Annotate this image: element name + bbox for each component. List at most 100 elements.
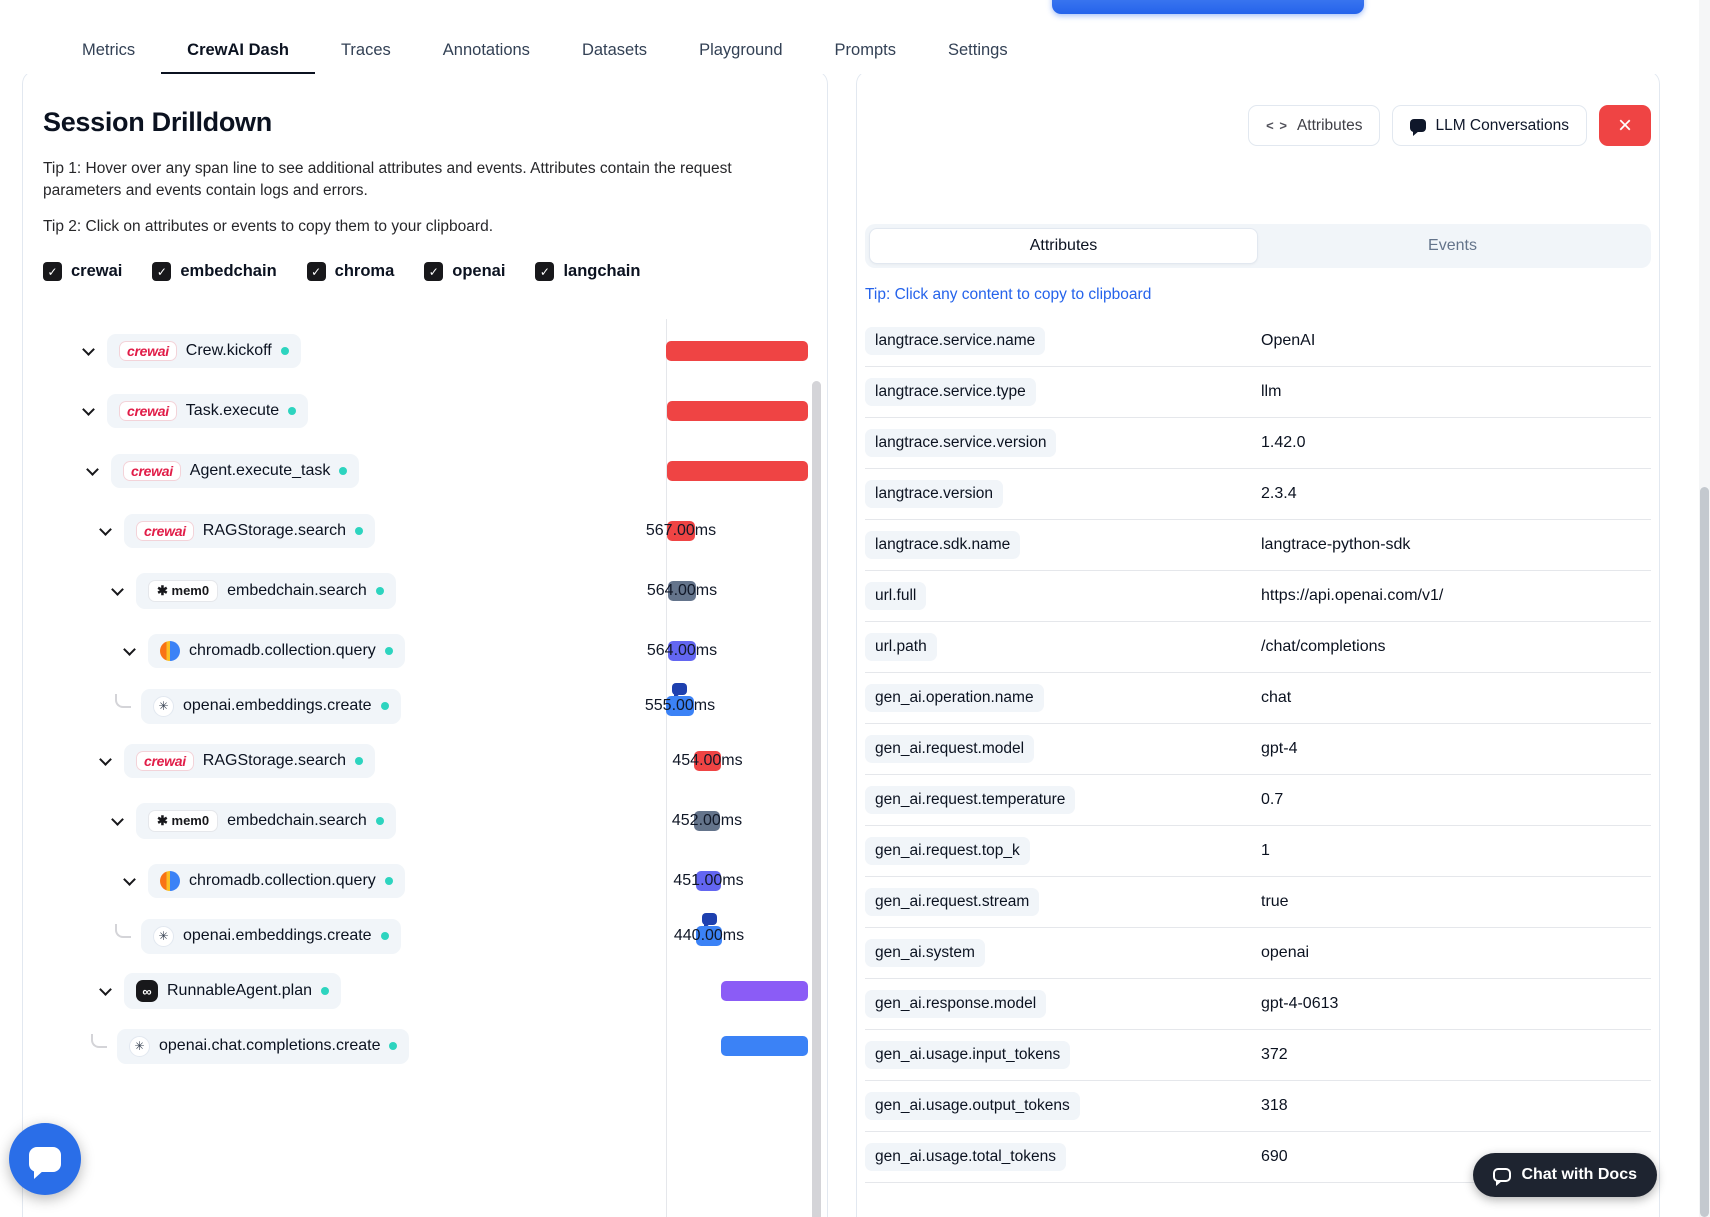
span-row[interactable]: ✳ openai.chat.completions.create bbox=[23, 1021, 827, 1071]
page-scrollbar-thumb[interactable] bbox=[1700, 486, 1709, 1217]
span-duration-bar[interactable] bbox=[694, 811, 720, 831]
chat-launcher-button[interactable] bbox=[9, 1123, 81, 1195]
chevron-down-icon[interactable] bbox=[116, 638, 142, 664]
chevron-down-icon[interactable] bbox=[104, 578, 130, 604]
span-chip[interactable]: crewai RAGStorage.search bbox=[124, 744, 375, 778]
span-duration-bar[interactable] bbox=[721, 981, 808, 1001]
span-duration-bar[interactable] bbox=[667, 521, 695, 541]
page-scrollbar[interactable] bbox=[1699, 0, 1710, 1217]
chat-with-docs-button[interactable]: Chat with Docs bbox=[1473, 1153, 1657, 1197]
chevron-down-icon[interactable] bbox=[92, 978, 118, 1004]
span-row[interactable]: ✱ mem0 embedchain.search 564.00ms bbox=[23, 561, 827, 621]
nav-tab[interactable]: Settings bbox=[922, 28, 1034, 74]
span-row[interactable]: chromadb.collection.query 564.00ms bbox=[23, 621, 827, 681]
attribute-key-chip[interactable]: gen_ai.request.top_k bbox=[865, 837, 1030, 865]
chevron-down-icon[interactable] bbox=[116, 868, 142, 894]
attribute-key-chip[interactable]: gen_ai.request.stream bbox=[865, 888, 1040, 916]
chevron-down-icon[interactable] bbox=[104, 808, 130, 834]
span-chip[interactable]: ∞ RunnableAgent.plan bbox=[124, 973, 342, 1009]
attribute-value[interactable]: chat bbox=[1261, 689, 1292, 706]
attribute-key-chip[interactable]: langtrace.service.version bbox=[865, 429, 1057, 457]
span-chip[interactable]: ✳ openai.embeddings.create bbox=[141, 918, 401, 954]
span-duration-bar[interactable] bbox=[667, 461, 808, 481]
attribute-value[interactable]: OpenAI bbox=[1261, 332, 1316, 349]
chevron-down-icon[interactable] bbox=[75, 398, 101, 424]
attribute-value[interactable]: 372 bbox=[1261, 1046, 1288, 1063]
attribute-key-chip[interactable]: url.path bbox=[865, 633, 937, 661]
span-duration-bar[interactable] bbox=[668, 581, 696, 601]
attribute-value[interactable]: 1.42.0 bbox=[1261, 434, 1306, 451]
tree-scrollbar[interactable] bbox=[812, 381, 821, 1217]
filter-checkbox-item[interactable]: ✓ openai bbox=[424, 262, 505, 281]
span-chip[interactable]: ✳ openai.chat.completions.create bbox=[117, 1028, 410, 1064]
attribute-key-chip[interactable]: langtrace.sdk.name bbox=[865, 531, 1021, 559]
checkbox-checked-icon[interactable]: ✓ bbox=[152, 262, 172, 281]
checkbox-checked-icon[interactable]: ✓ bbox=[43, 262, 62, 281]
attribute-key-chip[interactable]: gen_ai.response.model bbox=[865, 990, 1047, 1018]
chevron-down-icon[interactable] bbox=[92, 518, 118, 544]
attribute-key-chip[interactable]: langtrace.service.name bbox=[865, 327, 1046, 355]
checkbox-checked-icon[interactable]: ✓ bbox=[535, 262, 555, 281]
attribute-key-chip[interactable]: gen_ai.system bbox=[865, 939, 985, 967]
attribute-value[interactable]: llm bbox=[1261, 383, 1282, 400]
attribute-value[interactable]: 318 bbox=[1261, 1097, 1288, 1114]
chevron-down-icon[interactable] bbox=[75, 338, 101, 364]
filter-checkbox-item[interactable]: ✓ embedchain bbox=[152, 262, 277, 281]
span-duration-bar[interactable] bbox=[721, 1036, 808, 1056]
attribute-value[interactable]: 0.7 bbox=[1261, 791, 1284, 808]
chevron-down-icon[interactable] bbox=[92, 748, 118, 774]
attribute-key-chip[interactable]: gen_ai.request.temperature bbox=[865, 786, 1076, 814]
span-chip[interactable]: crewai Task.execute bbox=[107, 394, 309, 428]
attribute-value[interactable]: openai bbox=[1261, 944, 1310, 961]
nav-tab[interactable]: Datasets bbox=[556, 28, 673, 74]
span-duration-bar[interactable] bbox=[696, 926, 722, 946]
close-button[interactable]: × bbox=[1599, 105, 1651, 146]
span-row[interactable]: crewai RAGStorage.search 454.00ms bbox=[23, 731, 827, 791]
span-duration-bar[interactable] bbox=[668, 641, 696, 661]
checkbox-checked-icon[interactable]: ✓ bbox=[306, 262, 326, 281]
attribute-value[interactable]: gpt-4 bbox=[1261, 740, 1298, 757]
span-row[interactable]: ✳ openai.embeddings.create 440.00ms bbox=[23, 911, 827, 961]
attribute-value[interactable]: 1 bbox=[1261, 842, 1270, 859]
span-chip[interactable]: crewai RAGStorage.search bbox=[124, 514, 375, 548]
span-row[interactable]: chromadb.collection.query 451.00ms bbox=[23, 851, 827, 911]
attribute-key-chip[interactable]: gen_ai.request.model bbox=[865, 735, 1035, 763]
nav-tab[interactable]: Playground bbox=[673, 28, 808, 74]
span-row[interactable]: crewai Agent.execute_task bbox=[23, 441, 827, 501]
span-chip[interactable]: crewai Crew.kickoff bbox=[107, 334, 301, 368]
attribute-value[interactable]: langtrace-python-sdk bbox=[1261, 536, 1411, 553]
filter-checkbox-item[interactable]: ✓ crewai bbox=[43, 262, 122, 281]
chevron-down-icon[interactable] bbox=[79, 458, 105, 484]
span-row[interactable]: ✱ mem0 embedchain.search 452.00ms bbox=[23, 791, 827, 851]
attribute-value[interactable]: true bbox=[1261, 893, 1289, 910]
attributes-button[interactable]: < > Attributes bbox=[1248, 105, 1381, 146]
span-duration-bar[interactable] bbox=[666, 696, 694, 716]
detail-tab[interactable]: Events bbox=[1258, 228, 1647, 264]
span-row[interactable]: crewai RAGStorage.search 567.00ms bbox=[23, 501, 827, 561]
free-credits-button[interactable]: Get more FREE credits for feedback > bbox=[1052, 0, 1364, 14]
attribute-value[interactable]: /chat/completions bbox=[1261, 638, 1386, 655]
attribute-key-chip[interactable]: gen_ai.usage.input_tokens bbox=[865, 1041, 1071, 1069]
filter-checkbox-item[interactable]: ✓ chroma bbox=[306, 262, 394, 281]
span-chip[interactable]: chromadb.collection.query bbox=[148, 864, 405, 898]
span-chip[interactable]: chromadb.collection.query bbox=[148, 634, 405, 668]
span-duration-bar[interactable] bbox=[666, 341, 808, 361]
attribute-key-chip[interactable]: gen_ai.usage.output_tokens bbox=[865, 1092, 1080, 1120]
filter-checkbox-item[interactable]: ✓ langchain bbox=[535, 262, 640, 281]
nav-tab[interactable]: Annotations bbox=[417, 28, 556, 74]
attribute-key-chip[interactable]: url.full bbox=[865, 582, 927, 610]
attribute-key-chip[interactable]: gen_ai.operation.name bbox=[865, 684, 1044, 712]
llm-conversations-button[interactable]: LLM Conversations bbox=[1392, 105, 1587, 146]
span-row[interactable]: crewai Task.execute bbox=[23, 381, 827, 441]
span-row[interactable]: crewai Crew.kickoff bbox=[23, 321, 827, 381]
span-duration-bar[interactable] bbox=[696, 871, 721, 891]
attribute-value[interactable]: 690 bbox=[1261, 1148, 1288, 1165]
attribute-value[interactable]: 2.3.4 bbox=[1261, 485, 1297, 502]
detail-tab[interactable]: Attributes bbox=[869, 228, 1258, 264]
attribute-value[interactable]: gpt-4-0613 bbox=[1261, 995, 1339, 1012]
attribute-key-chip[interactable]: langtrace.service.type bbox=[865, 378, 1036, 406]
nav-tab[interactable]: Metrics bbox=[56, 28, 161, 74]
nav-tab[interactable]: CrewAI Dash bbox=[161, 28, 315, 74]
span-chip[interactable]: ✱ mem0 embedchain.search bbox=[136, 803, 396, 839]
span-duration-bar[interactable] bbox=[694, 751, 721, 771]
